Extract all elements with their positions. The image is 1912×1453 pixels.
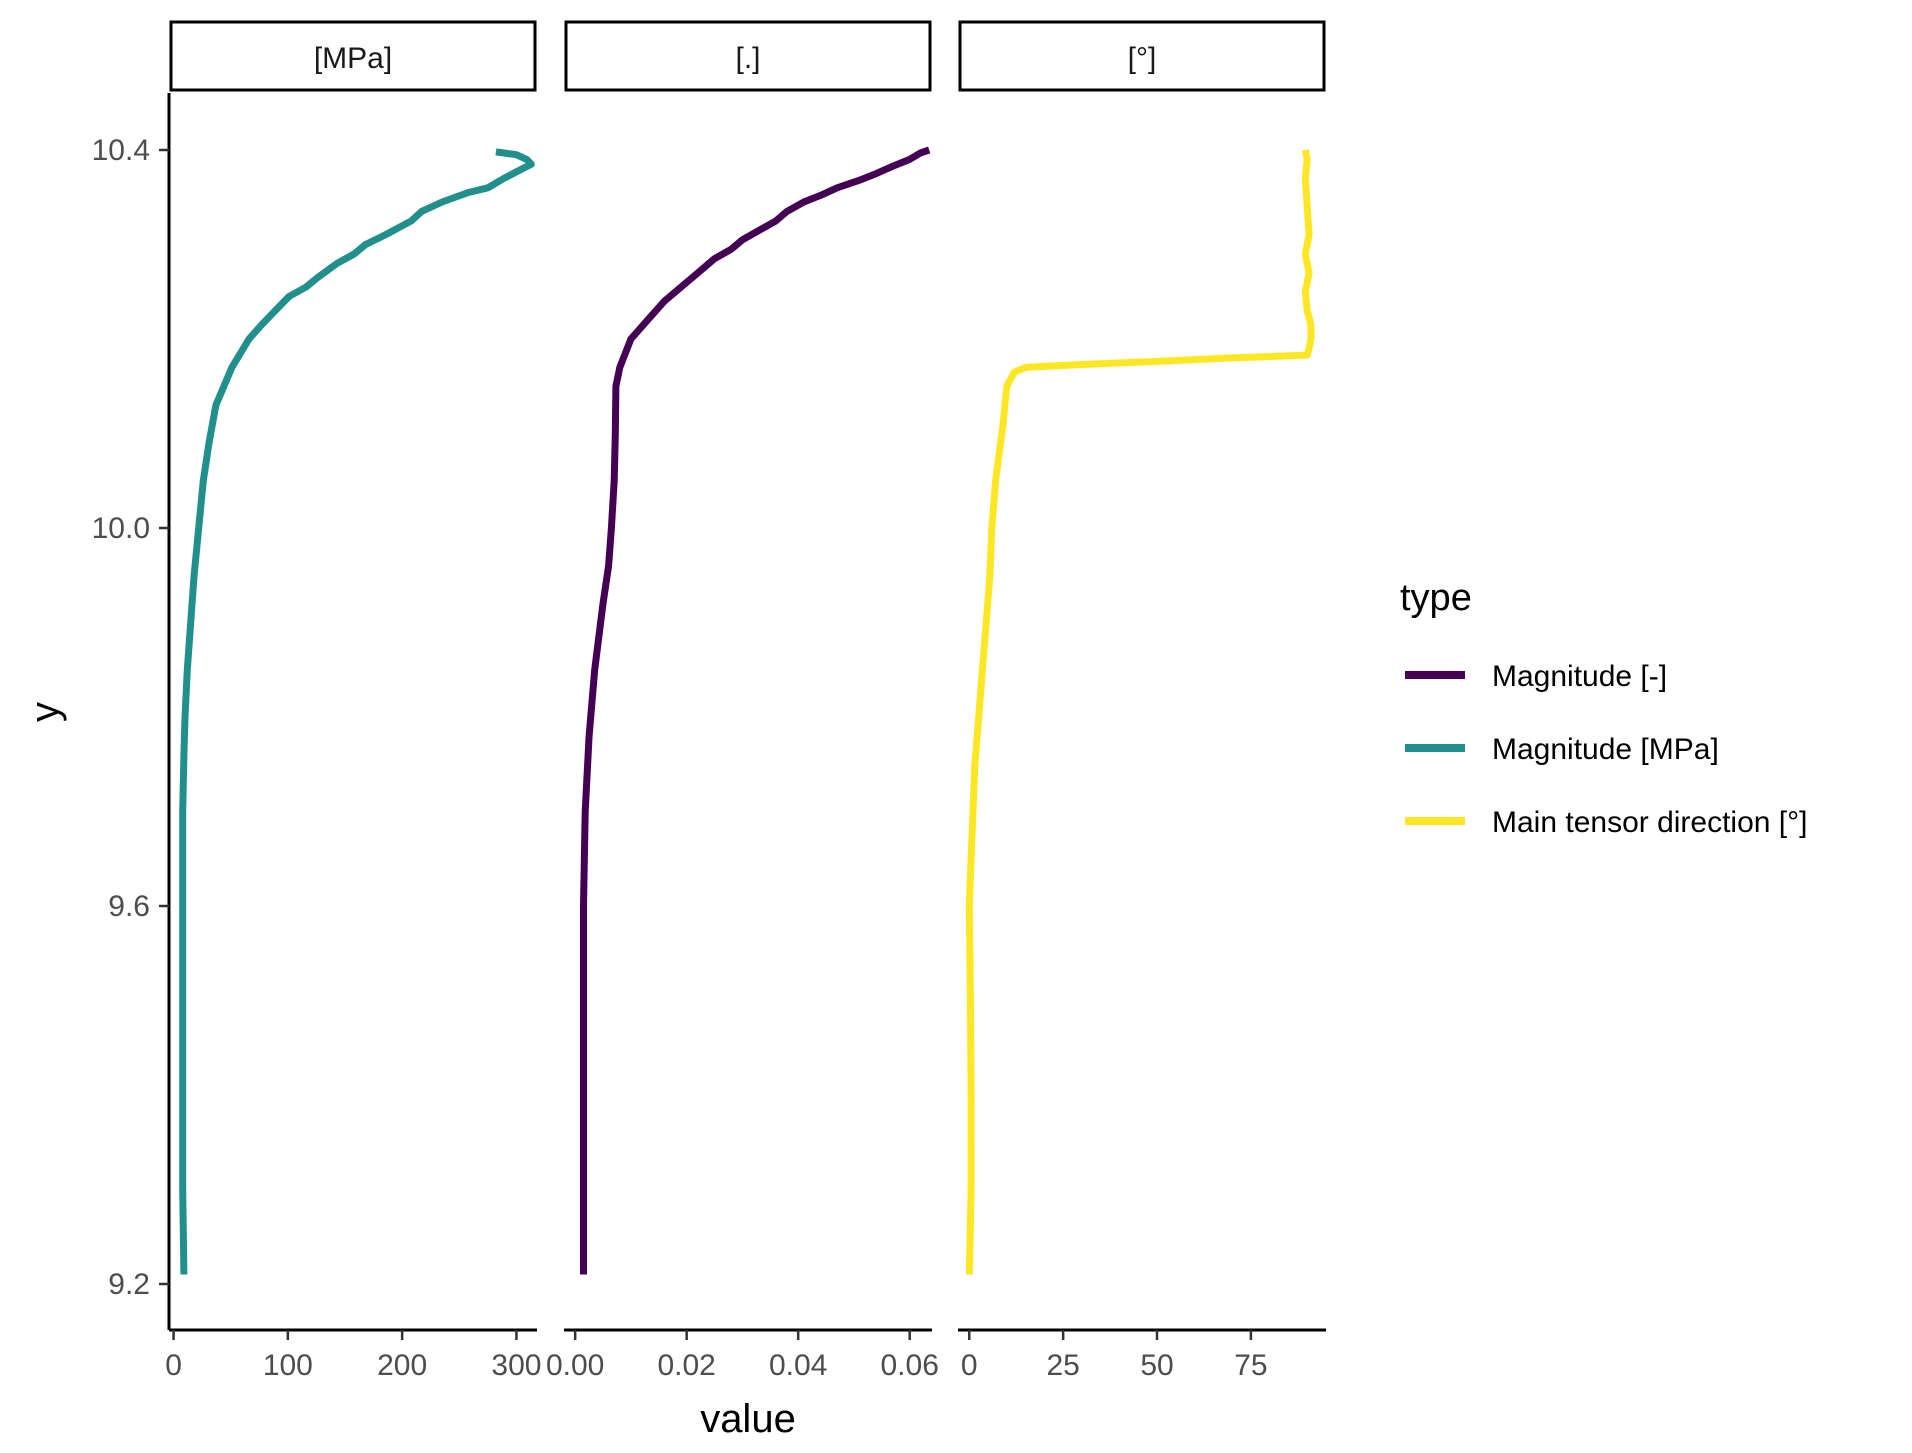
y-tick-label: 10.0 bbox=[92, 512, 150, 545]
x-tick-label: 25 bbox=[1046, 1349, 1079, 1382]
x-tick-label: 200 bbox=[377, 1349, 427, 1382]
facet-strip-label: [.] bbox=[735, 42, 760, 75]
facet-strip-3 bbox=[958, 20, 1326, 92]
x-tick-label: 50 bbox=[1140, 1349, 1173, 1382]
x-tick-label: 0.04 bbox=[769, 1349, 827, 1382]
x-tick-label: 75 bbox=[1234, 1349, 1267, 1382]
facet-strip-label: [MPa] bbox=[314, 42, 392, 75]
series-line-1 bbox=[179, 148, 535, 1275]
x-tick-label: 100 bbox=[263, 1349, 313, 1382]
legend-title: type bbox=[1400, 577, 1472, 619]
x-tick-label: 0 bbox=[961, 1349, 978, 1382]
series-line-3 bbox=[965, 149, 1315, 1275]
x-axis-title: value bbox=[700, 1397, 796, 1441]
legend-item-label: Magnitude [-] bbox=[1492, 660, 1667, 693]
x-tick-label: 0.06 bbox=[881, 1349, 939, 1382]
y-tick-label: 9.6 bbox=[108, 890, 150, 923]
legend-item-label: Main tensor direction [°] bbox=[1492, 806, 1807, 839]
y-axis-title: y bbox=[23, 702, 67, 722]
y-tick-label: 9.2 bbox=[108, 1268, 150, 1301]
x-tick-label: 0.00 bbox=[546, 1349, 604, 1382]
facet-strip-2 bbox=[564, 20, 932, 92]
x-tick-label: 0.02 bbox=[657, 1349, 715, 1382]
x-tick-label: 0 bbox=[165, 1349, 182, 1382]
facet-strip-1 bbox=[169, 20, 537, 92]
legend-item-label: Magnitude [MPa] bbox=[1492, 733, 1719, 766]
x-tick-label: 300 bbox=[491, 1349, 541, 1382]
y-tick-label: 10.4 bbox=[92, 134, 150, 167]
facet-strip-label: [°] bbox=[1128, 42, 1157, 75]
series-line-2 bbox=[580, 146, 931, 1275]
